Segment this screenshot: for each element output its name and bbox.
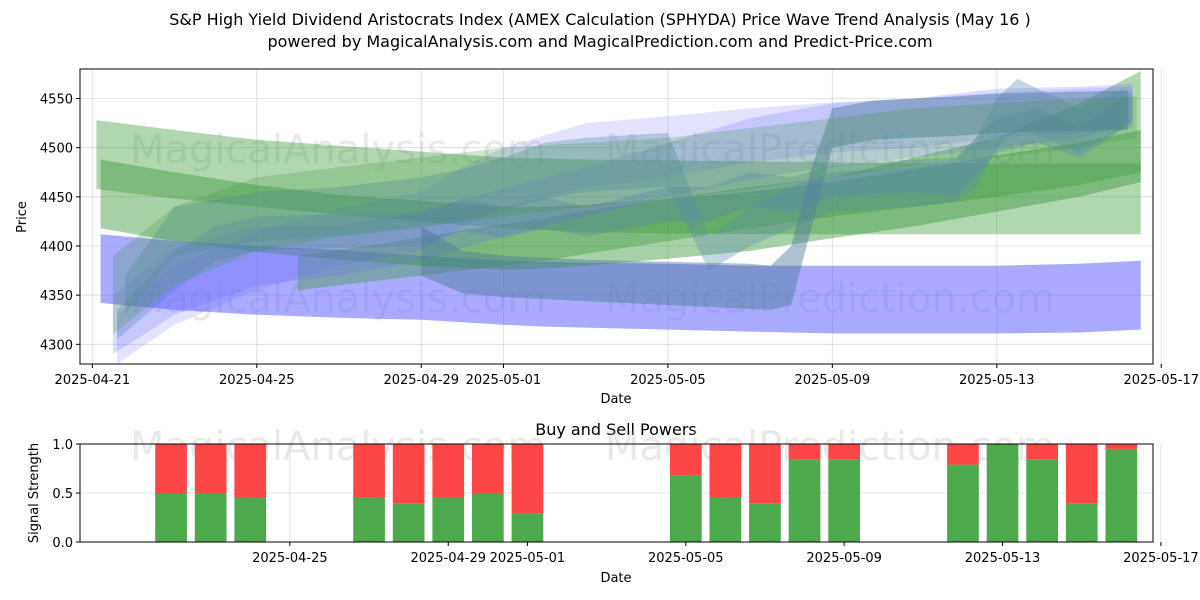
sell-bar xyxy=(1065,444,1098,504)
buy-bar xyxy=(749,503,781,542)
price-wave-band xyxy=(100,234,1141,334)
sell-bar xyxy=(472,444,504,493)
buy-bar xyxy=(472,493,504,542)
signal-x-tick-label: 2025-04-25 xyxy=(252,551,328,566)
buy-bar xyxy=(828,459,860,542)
price-y-tick-label: 4300 xyxy=(40,338,73,353)
signal-bars xyxy=(155,444,1138,542)
chart-title-line-2: powered by MagicalAnalysis.com and Magic… xyxy=(267,32,932,51)
price-wave-band xyxy=(100,130,1141,270)
sell-bar xyxy=(234,444,267,498)
buy-bar xyxy=(1105,448,1138,542)
price-plot-frame xyxy=(79,68,1154,365)
signal-y-tick-label: 0.5 xyxy=(52,487,73,502)
price-wave-band xyxy=(112,83,1133,355)
sell-bar xyxy=(828,444,860,460)
price-wave-band xyxy=(112,96,1137,335)
price-y-tick-label: 4450 xyxy=(40,191,73,206)
price-x-axis: 2025-04-21 2025-04-25 2025-04-29 2025-05-01… xyxy=(55,364,1199,388)
buy-bar xyxy=(986,444,1019,542)
price-wave-bands xyxy=(96,71,1141,364)
signal-x-tick-label: 2025-05-05 xyxy=(648,551,724,566)
sell-bar xyxy=(194,444,227,493)
sell-bar xyxy=(1026,444,1058,460)
price-x-tick-label: 2025-04-29 xyxy=(383,373,459,388)
signal-x-tick-label: 2025-05-13 xyxy=(965,551,1041,566)
price-x-axis-label: Date xyxy=(600,392,631,407)
price-x-tick-label: 2025-05-05 xyxy=(630,373,706,388)
buy-bar xyxy=(670,475,702,542)
price-wave-band xyxy=(96,120,1141,235)
buy-bar xyxy=(155,493,187,542)
buy-bar xyxy=(432,497,465,542)
price-wave-band xyxy=(117,90,1133,340)
signal-x-axis-label: Date xyxy=(600,571,631,586)
price-y-tick-label: 4350 xyxy=(40,289,73,304)
signal-y-axis-label: Signal Strength xyxy=(27,443,42,543)
signal-x-axis: 2025-04-25 2025-04-29 2025-05-01 2025-05-05… xyxy=(252,542,1199,566)
price-y-tick-label: 4550 xyxy=(40,93,73,108)
sell-bar xyxy=(392,444,425,504)
chart-title-line-1: S&P High Yield Dividend Aristocrats Inde… xyxy=(169,10,1031,29)
sell-bar xyxy=(788,444,821,460)
signal-x-tick-label: 2025-05-09 xyxy=(806,551,882,566)
watermark-top-left: MagicalAnalysis.com xyxy=(130,127,546,173)
signal-y-axis: 0.0 0.5 1.0 xyxy=(52,438,80,551)
signal-chart-title: Buy and Sell Powers xyxy=(535,420,697,439)
price-x-tick-label: 2025-05-01 xyxy=(466,373,542,388)
price-x-tick-label: 2025-04-21 xyxy=(55,373,131,388)
price-wave-band xyxy=(297,71,1141,291)
price-x-tick-label: 2025-05-17 xyxy=(1123,373,1199,388)
price-wave-band xyxy=(125,78,1125,315)
buy-bar xyxy=(511,513,544,542)
price-band-group xyxy=(96,71,1141,364)
buy-bar xyxy=(194,493,227,542)
buy-bar xyxy=(234,497,267,542)
sell-bar xyxy=(709,444,742,498)
price-y-axis: 4300 4350 4400 4450 4500 4550 xyxy=(40,93,80,353)
buy-bar xyxy=(1026,459,1058,542)
signal-y-tick-label: 1.0 xyxy=(52,438,73,453)
buy-bar xyxy=(353,497,385,542)
price-x-tick-label: 2025-05-13 xyxy=(959,373,1035,388)
buy-bar xyxy=(392,503,425,542)
signal-x-tick-label: 2025-05-17 xyxy=(1123,551,1199,566)
price-wave-band xyxy=(421,90,1129,310)
sell-bar xyxy=(947,444,979,465)
sell-bar xyxy=(1105,444,1138,449)
buy-bar xyxy=(788,459,821,542)
price-y-axis-label: Price xyxy=(15,201,30,233)
price-x-tick-label: 2025-05-09 xyxy=(795,373,871,388)
buy-bar xyxy=(1065,503,1098,542)
signal-y-tick-label: 0.0 xyxy=(52,536,73,551)
sell-bar xyxy=(432,444,465,498)
price-x-tick-label: 2025-04-25 xyxy=(219,373,295,388)
sell-bar xyxy=(511,444,544,514)
price-y-tick-label: 4400 xyxy=(40,240,73,255)
watermark-top-right: MagicalPrediction.com xyxy=(605,127,1055,173)
price-wave-band xyxy=(117,86,1133,364)
signal-x-tick-label: 2025-04-29 xyxy=(410,551,486,566)
sell-bar xyxy=(155,444,187,493)
sell-bar xyxy=(670,444,702,476)
signal-x-tick-label: 2025-05-01 xyxy=(490,551,566,566)
buy-bar xyxy=(709,497,742,542)
sell-bar xyxy=(749,444,781,504)
buy-bar xyxy=(947,464,979,542)
sell-bar xyxy=(353,444,385,498)
price-y-tick-label: 4500 xyxy=(40,142,73,157)
